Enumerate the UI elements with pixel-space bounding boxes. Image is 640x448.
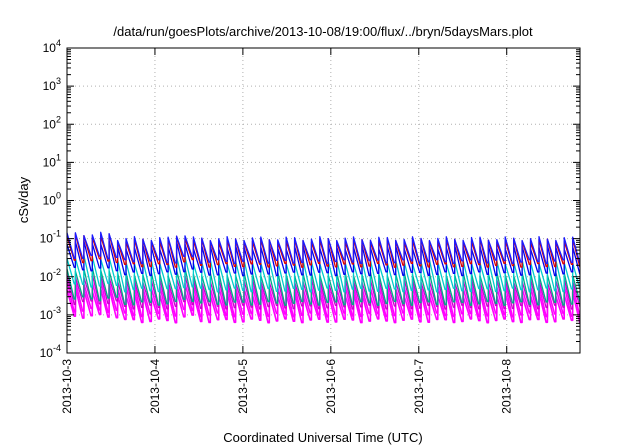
y-tick-label: 10-3	[40, 305, 61, 322]
y-tick-label: 101	[43, 152, 61, 169]
y-tick-label: 102	[43, 114, 61, 131]
y-tick-label: 103	[43, 76, 61, 93]
x-axis: 2013-10-3 2013-10-4 2013-10-5 2013-10-6 2013…	[60, 48, 514, 414]
series-line	[66, 273, 581, 310]
y-tick-label: 100	[43, 191, 61, 208]
x-tick-label: 2013-10-5	[236, 359, 250, 414]
series-line	[66, 233, 581, 268]
series-line	[66, 266, 581, 306]
series-group	[66, 231, 581, 324]
series-line	[66, 254, 581, 293]
y-axis-label: cSv/day	[16, 176, 31, 223]
y-tick-label: 104	[43, 38, 61, 55]
series-line	[66, 240, 581, 277]
y-tick-label: 10-4	[40, 343, 61, 360]
y-tick-label: 10-2	[40, 267, 61, 284]
x-tick-label: 2013-10-6	[324, 359, 338, 414]
x-axis-label: Coordinated Universal Time (UTC)	[223, 430, 422, 445]
plot-frame	[66, 47, 581, 354]
x-tick-label: 2013-10-3	[60, 359, 74, 414]
series-line	[66, 231, 581, 265]
series-line	[66, 279, 581, 318]
x-tick-label: 2013-10-8	[500, 359, 514, 414]
x-tick-label: 2013-10-4	[148, 359, 162, 414]
chart-title: /data/run/goesPlots/archive/2013-10-08/1…	[113, 24, 533, 39]
x-tick-label: 2013-10-7	[412, 359, 426, 414]
y-tick-label: 10-1	[40, 229, 61, 246]
series-line	[66, 286, 581, 324]
